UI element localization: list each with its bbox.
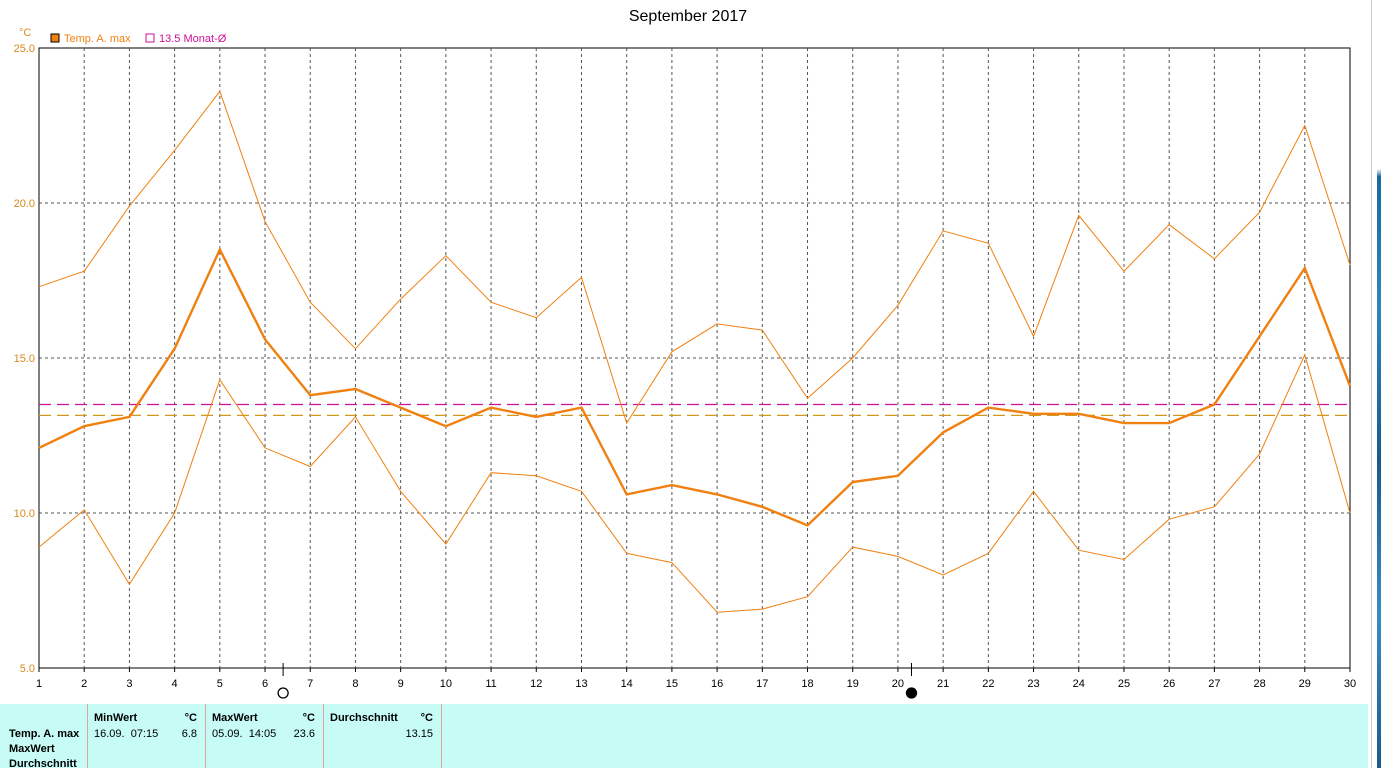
chart: September 2017 °C Temp. A. max 13.5 Mona… (14, 8, 1356, 699)
x-tick-label: 17 (756, 678, 768, 690)
legend-swatch-temp (50, 33, 60, 43)
stats-max-col: MaxWert °C 05.09. 14:05 23.6 (206, 704, 324, 768)
y-tick-label: 15.0 (14, 353, 35, 365)
stats-min-datetime: 16.09. 07:15 (94, 728, 159, 740)
x-tick-label: 16 (711, 678, 723, 690)
x-tick-label: 30 (1344, 678, 1356, 690)
legend-label-monat: 13.5 Monat-Ø (159, 33, 227, 45)
stats-avg-value: 13.15 (405, 728, 433, 740)
x-tick-label: 27 (1208, 678, 1220, 690)
stats-min-header: MinWert (94, 712, 138, 724)
new-moon-icon (905, 687, 918, 699)
x-tick-label: 28 (1253, 678, 1265, 690)
x-tick-label: 5 (217, 678, 223, 690)
y-tick-label: 20.0 (14, 198, 35, 210)
series-line-average (38, 246, 1352, 527)
x-tick-label: 11 (485, 678, 496, 690)
x-tick-label: 19 (847, 678, 859, 690)
window-edge (1368, 0, 1381, 768)
x-tick-label: 21 (937, 678, 949, 690)
stats-row-label: MaxWert (9, 743, 55, 755)
x-tick-label: 23 (1027, 678, 1039, 690)
x-tick-label: 10 (440, 678, 452, 690)
x-tick-label: 18 (801, 678, 813, 690)
x-tick-label: 7 (307, 678, 313, 690)
stats-avg-header: Durchschnitt (330, 712, 398, 724)
x-tick-label: 8 (352, 678, 358, 690)
x-tick-label: 2 (81, 678, 87, 690)
x-tick-label: 9 (398, 678, 404, 690)
stats-min-col: MinWert °C 16.09. 07:15 6.8 (88, 704, 206, 768)
chart-title: September 2017 (629, 8, 747, 25)
y-tick-label: 25.0 (14, 43, 35, 55)
stats-avg-unit: °C (420, 712, 433, 724)
stats-row-label: Durchschnitt (9, 758, 77, 770)
x-tick-label: 12 (530, 678, 542, 690)
legend-label-temp: Temp. A. max (64, 33, 131, 45)
stats-max-unit: °C (302, 712, 315, 724)
stats-min-unit: °C (184, 712, 197, 724)
x-tick-label: 1 (36, 678, 42, 690)
stats-min-value: 6.8 (181, 728, 197, 740)
series-line-max (38, 90, 1351, 425)
stats-max-datetime: 05.09. 14:05 (212, 728, 277, 740)
stats-avg-col: Durchschnitt °C 13.15 (324, 704, 442, 768)
x-tick-label: 24 (1073, 678, 1085, 690)
x-tick-label: 22 (982, 678, 994, 690)
y-tick-label: 5.0 (20, 663, 35, 675)
stats-label-col: Temp. A. max MaxWert Durchschnitt (0, 704, 88, 770)
y-axis-unit: °C (19, 27, 31, 39)
stats-panel: Temp. A. max MaxWert Durchschnitt MinWer… (0, 704, 1368, 770)
x-tick-label: 25 (1118, 678, 1130, 690)
legend-swatch-monat (145, 33, 155, 43)
x-tick-label: 14 (621, 678, 633, 690)
x-tick-label: 13 (575, 678, 587, 690)
x-tick-label: 3 (126, 678, 132, 690)
stats-row-label: Temp. A. max (9, 728, 80, 740)
legend: Temp. A. max 13.5 Monat-Ø (50, 33, 227, 45)
x-tick-label: 6 (262, 678, 268, 690)
series-line-min (38, 353, 1351, 613)
x-tick-label: 4 (172, 678, 178, 690)
x-tick-label: 29 (1299, 678, 1311, 690)
x-tick-label: 15 (666, 678, 678, 690)
plot-area: 1 2 3 4 5 6 7 8 9 10 11 12 13 14 15 16 17 18 19 20 21 22 23 24 2… (14, 43, 1356, 699)
stats-max-value: 23.6 (293, 728, 315, 740)
full-moon-icon (277, 687, 289, 699)
stats-max-header: MaxWert (212, 712, 258, 724)
y-tick-label: 10.0 (14, 508, 35, 520)
x-tick-label: 20 (892, 678, 904, 690)
x-tick-label: 26 (1163, 678, 1175, 690)
